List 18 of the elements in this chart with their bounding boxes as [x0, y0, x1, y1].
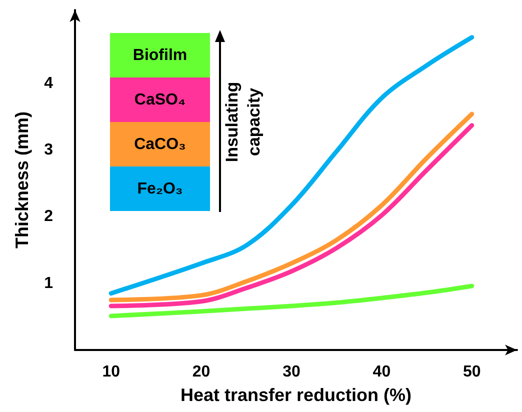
- x-tick-label: 40: [372, 364, 391, 380]
- line-series: [108, 284, 474, 318]
- text: Biofilm: [132, 46, 188, 64]
- annotation: Insulating capacity: [222, 82, 264, 162]
- x-tick-label: 10: [102, 364, 120, 380]
- y-tick-label: 4: [44, 74, 54, 92]
- y-tick-label: 2: [44, 208, 54, 226]
- y-tick-label: 1: [44, 274, 54, 292]
- x-tick-label: 20: [192, 364, 210, 380]
- x-axis-title: Heat transfer reduction (%): [180, 385, 412, 405]
- text: CaCO₃: [134, 136, 186, 153]
- text: CaSO₄: [134, 91, 186, 108]
- y-tick-label: 3: [44, 142, 54, 158]
- y-axis-title: Thickness (mm): [12, 111, 32, 249]
- text: Fe₂O₃: [137, 180, 183, 198]
- x-tick-label: 50: [463, 364, 481, 380]
- line-series: [108, 35, 474, 296]
- x-tick-label: 30: [282, 364, 300, 380]
